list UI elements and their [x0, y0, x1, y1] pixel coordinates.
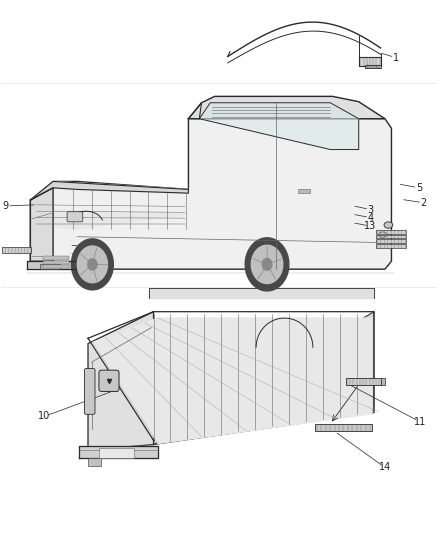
Polygon shape: [149, 288, 374, 298]
Bar: [43, 256, 69, 260]
Bar: [376, 239, 406, 243]
Text: 14: 14: [379, 463, 391, 472]
Bar: [297, 189, 310, 193]
Text: 11: 11: [414, 417, 426, 427]
Text: 8: 8: [94, 259, 100, 269]
Polygon shape: [88, 312, 153, 450]
Bar: [365, 65, 381, 68]
Text: 13: 13: [364, 221, 377, 231]
Bar: [315, 424, 372, 431]
Bar: [376, 230, 406, 233]
Bar: [376, 244, 406, 248]
Polygon shape: [153, 312, 374, 445]
Text: 4: 4: [367, 213, 374, 223]
Polygon shape: [27, 261, 77, 269]
Bar: [346, 377, 381, 384]
Text: 6: 6: [94, 243, 100, 252]
Polygon shape: [92, 318, 372, 443]
Bar: [43, 265, 69, 268]
Polygon shape: [71, 239, 113, 290]
Polygon shape: [188, 96, 385, 119]
Text: 10: 10: [38, 411, 50, 422]
Text: 7: 7: [94, 251, 100, 261]
Bar: [359, 56, 381, 66]
FancyBboxPatch shape: [99, 370, 119, 391]
Polygon shape: [35, 210, 186, 229]
Polygon shape: [199, 103, 359, 150]
FancyBboxPatch shape: [67, 212, 83, 222]
Text: 3: 3: [367, 205, 374, 215]
Bar: [40, 264, 60, 269]
Bar: [43, 261, 69, 264]
Polygon shape: [30, 188, 53, 261]
Text: 13: 13: [91, 267, 103, 277]
Text: 9: 9: [3, 201, 9, 211]
Polygon shape: [30, 181, 188, 200]
Polygon shape: [88, 259, 97, 270]
FancyBboxPatch shape: [85, 368, 95, 414]
Polygon shape: [30, 119, 392, 269]
Bar: [88, 458, 101, 466]
Polygon shape: [79, 446, 158, 458]
Polygon shape: [245, 238, 289, 291]
Text: 1: 1: [393, 53, 399, 62]
Polygon shape: [251, 245, 283, 284]
Bar: [381, 377, 385, 384]
Text: 2: 2: [420, 198, 427, 208]
Ellipse shape: [384, 222, 393, 228]
Bar: [99, 448, 134, 458]
Polygon shape: [262, 259, 272, 270]
Bar: [376, 235, 406, 238]
Bar: [2, 247, 31, 253]
Text: 5: 5: [416, 183, 422, 193]
Polygon shape: [78, 246, 107, 282]
